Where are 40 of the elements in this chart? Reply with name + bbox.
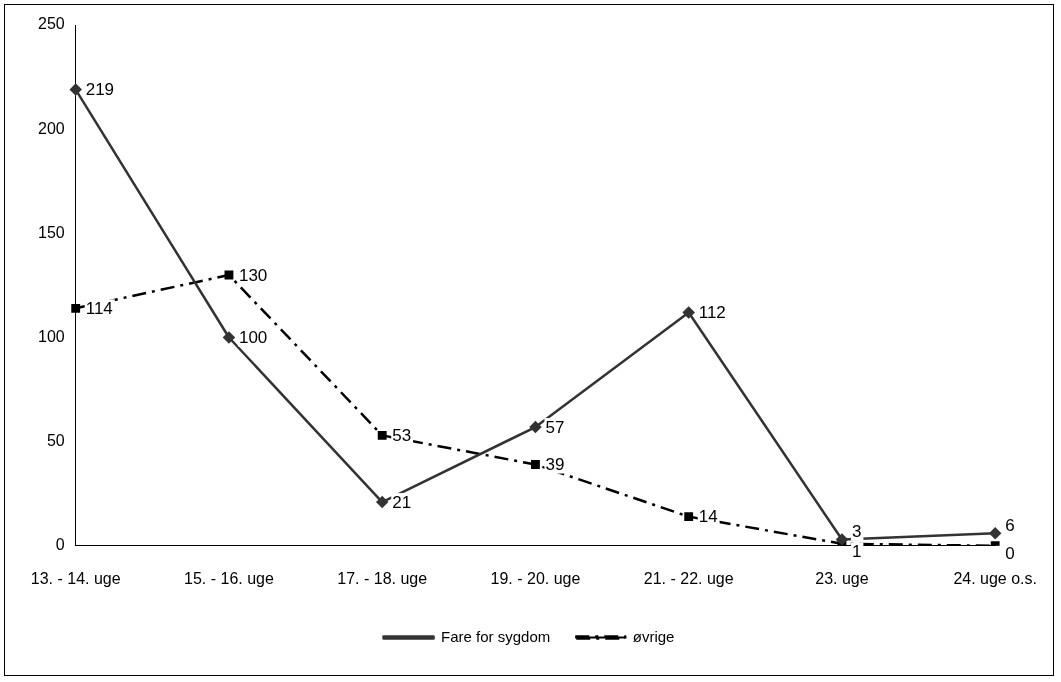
point [376, 496, 388, 508]
x-tick-label: 24. uge o.s. [953, 569, 1037, 587]
point [223, 331, 235, 344]
data-label: 21 [392, 492, 412, 512]
data-label: 3 [851, 522, 862, 542]
y-tick-label: 200 [37, 119, 65, 137]
x-tick-label: 23. uge [815, 569, 869, 587]
y-tick-label: 0 [55, 536, 65, 554]
point [529, 421, 542, 433]
data-label: 53 [392, 426, 412, 446]
data-label: 100 [238, 328, 268, 348]
point [69, 83, 82, 96]
legend-label: Fare for sygdom [441, 627, 551, 645]
point [531, 460, 540, 469]
y-tick-label: 50 [46, 432, 65, 450]
y-tick-label: 250 [37, 15, 65, 33]
x-tick-label: 19. - 20. uge [490, 569, 581, 587]
data-label: 1 [851, 542, 862, 562]
x-tick-label: 17. - 18. uge [337, 569, 428, 587]
data-label: 130 [238, 265, 268, 285]
data-label: 0 [1005, 544, 1015, 564]
x-tick-label: 13. - 14. uge [30, 569, 121, 587]
point [989, 527, 1001, 540]
point [377, 430, 387, 440]
data-label: 14 [698, 507, 718, 527]
point [684, 512, 694, 522]
legend-label: øvrige [632, 627, 675, 645]
point [71, 303, 81, 313]
point [682, 306, 695, 319]
point [836, 533, 848, 546]
data-label: 6 [1005, 515, 1015, 535]
data-label: 112 [698, 303, 726, 323]
y-tick-label: 100 [37, 327, 65, 345]
x-tick-label: 15. - 16. uge [184, 569, 274, 587]
data-label: 219 [85, 80, 115, 100]
x-tick-label: 21. - 22. uge [643, 569, 734, 587]
data-label: 39 [545, 455, 565, 475]
data-label: 57 [545, 417, 565, 437]
data-label: 114 [85, 299, 113, 318]
y-tick-label: 150 [37, 223, 65, 241]
